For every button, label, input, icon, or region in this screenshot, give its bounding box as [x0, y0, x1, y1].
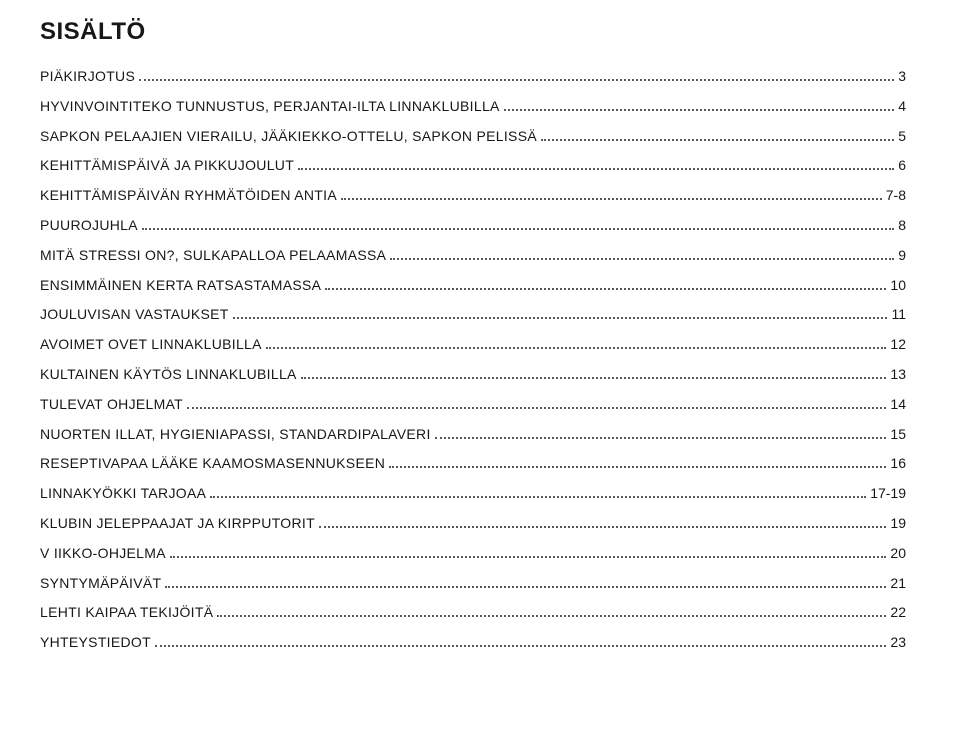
toc-page-number: 10: [890, 277, 906, 294]
toc-page-number: 15: [890, 426, 906, 443]
toc-label: NUORTEN ILLAT, HYGIENIAPASSI, STANDARDIP…: [40, 426, 431, 443]
toc-label: YHTEYSTIEDOT: [40, 634, 151, 651]
toc-leader: [301, 377, 887, 379]
toc-page-number: 11: [891, 306, 906, 323]
toc-page-number: 23: [890, 634, 906, 651]
toc-row: NUORTEN ILLAT, HYGIENIAPASSI, STANDARDIP…: [40, 426, 906, 443]
toc-row: JOULUVISAN VASTAUKSET 11: [40, 306, 906, 323]
toc-label: PUUROJUHLA: [40, 217, 138, 234]
toc-page-number: 7-8: [886, 187, 906, 204]
toc-leader: [435, 437, 887, 439]
toc-row: KEHITTÄMISPÄIVÄN RYHMÄTÖIDEN ANTIA 7-8: [40, 187, 906, 204]
toc-row: YHTEYSTIEDOT 23: [40, 634, 906, 651]
toc-label: AVOIMET OVET LINNAKLUBILLA: [40, 336, 262, 353]
toc-leader: [170, 556, 887, 558]
toc-label: LEHTI KAIPAA TEKIJÖITÄ: [40, 604, 213, 621]
toc-leader: [155, 645, 886, 647]
toc-leader: [217, 615, 886, 617]
toc-label: HYVINVOINTITEKO TUNNUSTUS, PERJANTAI-ILT…: [40, 98, 500, 115]
toc-page-number: 3: [898, 68, 906, 85]
toc-leader: [389, 466, 886, 468]
toc-leader: [233, 317, 888, 319]
toc-label: LINNAKYÖKKI TARJOAA: [40, 485, 206, 502]
toc-page-number: 4: [898, 98, 906, 115]
toc-page-number: 6: [898, 157, 906, 174]
toc-row: AVOIMET OVET LINNAKLUBILLA 12: [40, 336, 906, 353]
toc-label: KEHITTÄMISPÄIVÄ JA PIKKUJOULUT: [40, 157, 294, 174]
toc-page-number: 20: [890, 545, 906, 562]
toc-page-number: 17-19: [870, 485, 906, 502]
toc-label: PIÄKIRJOTUS: [40, 68, 135, 85]
toc-label: KLUBIN JELEPPAAJAT JA KIRPPUTORIT: [40, 515, 315, 532]
toc-page-number: 16: [890, 455, 906, 472]
toc-page-number: 21: [890, 575, 906, 592]
toc-row: PUUROJUHLA 8: [40, 217, 906, 234]
toc-page-number: 5: [898, 128, 906, 145]
toc-row: LEHTI KAIPAA TEKIJÖITÄ 22: [40, 604, 906, 621]
toc-row: LINNAKYÖKKI TARJOAA 17-19: [40, 485, 906, 502]
toc-row: TULEVAT OHJELMAT 14: [40, 396, 906, 413]
toc-label: TULEVAT OHJELMAT: [40, 396, 183, 413]
toc-label: KULTAINEN KÄYTÖS LINNAKLUBILLA: [40, 366, 297, 383]
toc-label: JOULUVISAN VASTAUKSET: [40, 306, 229, 323]
toc-leader: [210, 496, 866, 498]
toc-leader: [541, 139, 894, 141]
toc-page-number: 9: [898, 247, 906, 264]
toc-page-number: 14: [890, 396, 906, 413]
toc-row: RESEPTIVAPAA LÄÄKE KAAMOSMASENNUKSEEN 16: [40, 455, 906, 472]
toc-leader: [504, 109, 895, 111]
toc-leader: [390, 258, 894, 260]
toc-label: MITÄ STRESSI ON?, SULKAPALLOA PELAAMASSA: [40, 247, 386, 264]
table-of-contents: PIÄKIRJOTUS 3 HYVINVOINTITEKO TUNNUSTUS, P…: [40, 68, 906, 651]
toc-leader: [298, 168, 894, 170]
toc-page-number: 8: [898, 217, 906, 234]
toc-label: SAPKON PELAAJIEN VIERAILU, JÄÄKIEKKO-OTT…: [40, 128, 537, 145]
toc-row: SYNTYMÄPÄIVÄT 21: [40, 575, 906, 592]
toc-row: SAPKON PELAAJIEN VIERAILU, JÄÄKIEKKO-OTT…: [40, 128, 906, 145]
page-title: SISÄLTÖ: [40, 18, 906, 46]
toc-row: PIÄKIRJOTUS 3: [40, 68, 906, 85]
toc-leader: [266, 347, 887, 349]
toc-label: V IIKKO-OHJELMA: [40, 545, 166, 562]
document-page: SISÄLTÖ PIÄKIRJOTUS 3 HYVINVOINTITEKO TUNN…: [0, 0, 960, 743]
toc-leader: [187, 407, 886, 409]
toc-row: HYVINVOINTITEKO TUNNUSTUS, PERJANTAI-ILT…: [40, 98, 906, 115]
toc-label: SYNTYMÄPÄIVÄT: [40, 575, 161, 592]
toc-row: KULTAINEN KÄYTÖS LINNAKLUBILLA 13: [40, 366, 906, 383]
toc-leader: [319, 526, 886, 528]
toc-row: KEHITTÄMISPÄIVÄ JA PIKKUJOULUT 6: [40, 157, 906, 174]
toc-leader: [165, 586, 886, 588]
toc-leader: [325, 288, 886, 290]
toc-page-number: 19: [890, 515, 906, 532]
toc-label: ENSIMMÄINEN KERTA RATSASTAMASSA: [40, 277, 321, 294]
toc-leader: [341, 198, 882, 200]
toc-leader: [139, 79, 894, 81]
toc-row: KLUBIN JELEPPAAJAT JA KIRPPUTORIT 19: [40, 515, 906, 532]
toc-page-number: 12: [890, 336, 906, 353]
toc-row: ENSIMMÄINEN KERTA RATSASTAMASSA 10: [40, 277, 906, 294]
toc-row: V IIKKO-OHJELMA 20: [40, 545, 906, 562]
toc-label: KEHITTÄMISPÄIVÄN RYHMÄTÖIDEN ANTIA: [40, 187, 337, 204]
toc-row: MITÄ STRESSI ON?, SULKAPALLOA PELAAMASSA…: [40, 247, 906, 264]
toc-label: RESEPTIVAPAA LÄÄKE KAAMOSMASENNUKSEEN: [40, 455, 385, 472]
toc-leader: [142, 228, 894, 230]
toc-page-number: 13: [890, 366, 906, 383]
toc-page-number: 22: [890, 604, 906, 621]
